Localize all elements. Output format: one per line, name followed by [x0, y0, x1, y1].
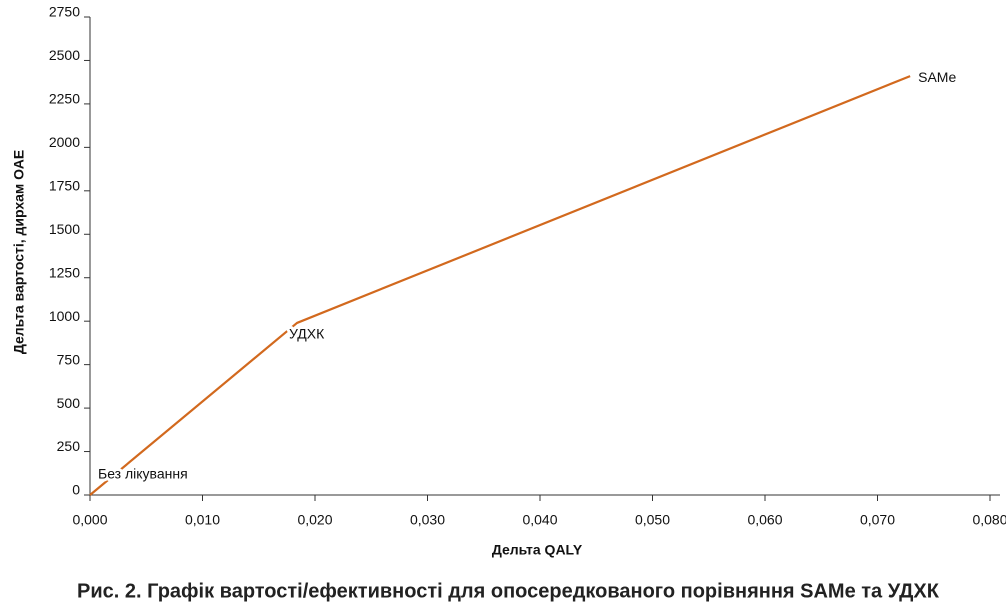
y-tick-label: 0 [72, 482, 80, 498]
y-tick-label: 1500 [49, 221, 80, 237]
y-tick-label: 2250 [49, 91, 80, 107]
y-tick-label: 500 [57, 395, 81, 411]
y-tick-label: 1000 [49, 308, 80, 324]
x-tick-label: 0,020 [297, 512, 332, 528]
y-tick-label: 750 [57, 351, 81, 367]
x-tick-label: 0,030 [410, 512, 445, 528]
y-tick-label: 250 [57, 438, 81, 454]
point-label: УДХК [289, 326, 325, 342]
x-tick-label: 0,040 [522, 512, 557, 528]
data-line [89, 75, 911, 496]
y-axis-label: Дельта вартості, дирхам ОАЕ [11, 150, 27, 354]
x-axis-label: Дельта QALY [492, 542, 583, 558]
chart-title: Рис. 2. Графік вартості/ефективності для… [77, 580, 940, 602]
x-tick-label: 0,050 [635, 512, 670, 528]
point-label: SAMe [918, 69, 956, 85]
y-tick-label: 1250 [49, 264, 80, 280]
y-tick-label: 2750 [49, 4, 80, 20]
y-tick-label: 2000 [49, 134, 80, 150]
x-tick-label: 0,080 [972, 512, 1006, 528]
y-tick-label: 1750 [49, 178, 80, 194]
point-label: Без лікування [98, 466, 188, 482]
y-tick-label: 2500 [49, 47, 80, 63]
x-tick-label: 0,010 [185, 512, 220, 528]
x-tick-label: 0,000 [72, 512, 107, 528]
x-tick-label: 0,060 [747, 512, 782, 528]
x-tick-label: 0,070 [860, 512, 895, 528]
